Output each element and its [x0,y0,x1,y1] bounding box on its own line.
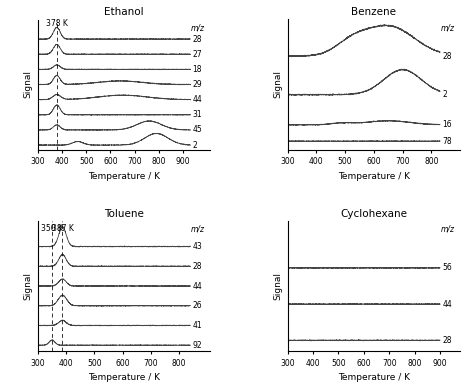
Text: 45: 45 [192,126,202,135]
Text: 43: 43 [192,242,202,251]
Text: m/z: m/z [191,225,205,234]
Text: 26: 26 [192,301,202,310]
X-axis label: Temperature / K: Temperature / K [337,172,410,181]
X-axis label: Temperature / K: Temperature / K [88,172,160,181]
Y-axis label: Signal: Signal [23,71,32,99]
Y-axis label: Signal: Signal [23,272,32,300]
Text: 28: 28 [442,51,452,61]
Text: 78: 78 [442,136,452,146]
Text: 41: 41 [192,321,202,330]
Title: Ethanol: Ethanol [104,7,144,17]
Text: 350 K: 350 K [41,223,63,232]
Title: Benzene: Benzene [351,7,396,17]
Text: 44: 44 [192,95,202,104]
Text: 16: 16 [442,121,452,129]
X-axis label: Temperature / K: Temperature / K [337,373,410,382]
Text: 44: 44 [192,282,202,291]
Text: 2: 2 [442,90,447,99]
Text: 56: 56 [442,263,452,272]
Text: 2: 2 [192,140,197,149]
X-axis label: Temperature / K: Temperature / K [88,373,160,382]
Text: m/z: m/z [191,23,205,32]
Text: 28: 28 [192,262,202,271]
Y-axis label: Signal: Signal [273,71,282,99]
Text: m/z: m/z [441,225,455,234]
Title: Toluene: Toluene [104,209,144,219]
Text: 378 K: 378 K [46,20,68,28]
Title: Cyclohexane: Cyclohexane [340,209,407,219]
Text: 31: 31 [192,110,202,119]
Text: 28: 28 [192,35,202,44]
Text: 28: 28 [442,336,452,345]
Text: 44: 44 [442,300,452,308]
Text: 92: 92 [192,341,202,350]
Text: m/z: m/z [441,23,455,32]
Text: 18: 18 [192,65,202,74]
Text: 29: 29 [192,80,202,89]
Y-axis label: Signal: Signal [273,272,282,300]
Text: 27: 27 [192,50,202,59]
Text: 387 K: 387 K [52,223,73,232]
